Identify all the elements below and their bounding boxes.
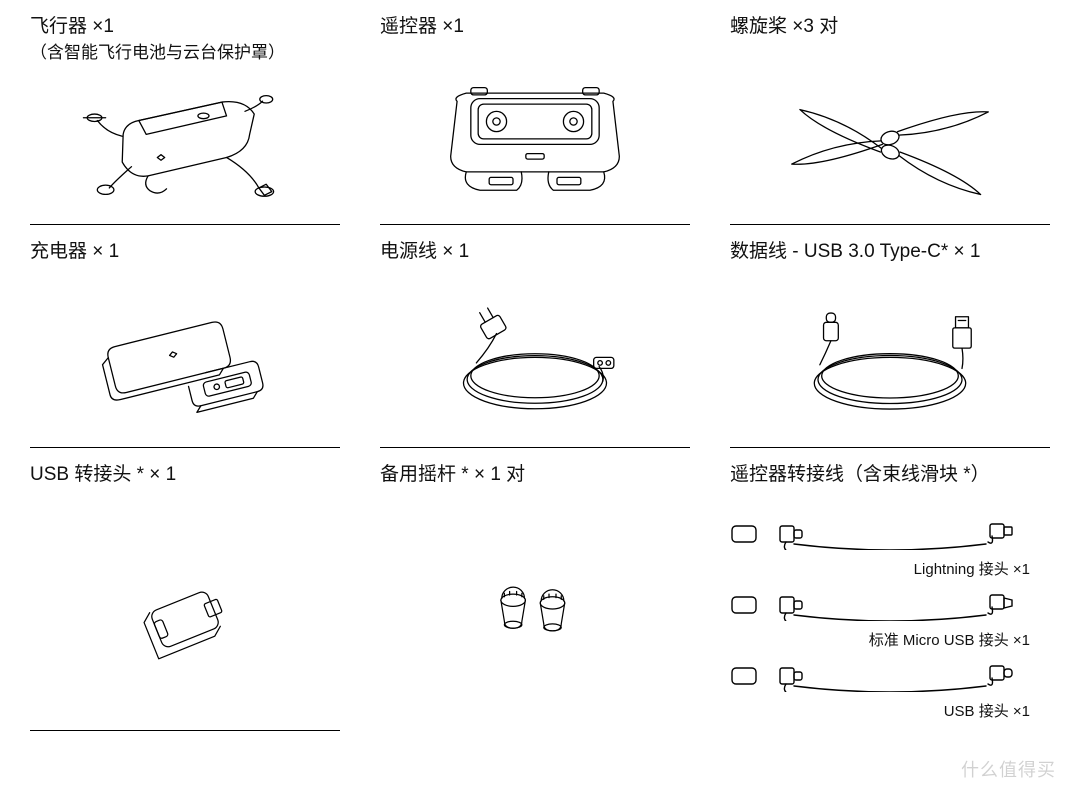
illustration-propellers xyxy=(730,62,1050,214)
illustration-adapter xyxy=(30,510,340,720)
label-powercable: 电源线 × 1 xyxy=(380,235,690,287)
label-charger: 充电器 × 1 xyxy=(30,235,340,287)
contents-grid: 飞行器 ×1 （含智能飞行电池与云台保护罩） xyxy=(30,10,1050,741)
title-sticks: 备用摇杆 * × 1 对 xyxy=(380,464,525,485)
illustration-powercable xyxy=(380,287,690,437)
illustration-controller xyxy=(380,62,690,214)
label-propellers: 螺旋桨 ×3 对 xyxy=(730,10,1050,62)
title-controller: 遥控器 ×1 xyxy=(380,16,464,37)
cell-adapter: USB 转接头 * × 1 xyxy=(30,458,340,731)
cable-label-usbc: USB 接头 ×1 xyxy=(730,700,1050,721)
illustration-usbc xyxy=(730,287,1050,437)
label-adapter: USB 转接头 * × 1 xyxy=(30,458,340,510)
title-aircraft: 飞行器 ×1 xyxy=(30,16,114,37)
label-usbc: 数据线 - USB 3.0 Type-C* × 1 xyxy=(730,235,1050,287)
cable-label-lightning: Lightning 接头 ×1 xyxy=(730,558,1050,579)
watermark: 什么值得买 xyxy=(961,756,1056,782)
cable-row-lightning xyxy=(730,516,1050,550)
cell-propellers: 螺旋桨 ×3 对 xyxy=(730,10,1050,225)
cell-aircraft: 飞行器 ×1 （含智能飞行电池与云台保护罩） xyxy=(30,10,340,225)
title-rc-cables: 遥控器转接线（含束线滑块 *） xyxy=(730,464,990,485)
cell-charger: 充电器 × 1 xyxy=(30,235,340,448)
illustration-rc-cables: Lightning 接头 ×1 标 xyxy=(730,510,1050,721)
cable-row-microusb xyxy=(730,587,1050,621)
title-usbc: 数据线 - USB 3.0 Type-C* × 1 xyxy=(730,241,980,262)
illustration-charger xyxy=(30,287,340,437)
label-aircraft: 飞行器 ×1 （含智能飞行电池与云台保护罩） xyxy=(30,10,340,64)
label-rc-cables: 遥控器转接线（含束线滑块 *） xyxy=(730,458,1050,510)
label-controller: 遥控器 ×1 xyxy=(380,10,690,62)
illustration-sticks xyxy=(380,510,690,721)
title-charger: 充电器 × 1 xyxy=(30,241,119,262)
cell-sticks: 备用摇杆 * × 1 对 xyxy=(380,458,690,731)
cable-row-usbc xyxy=(730,658,1050,692)
title-powercable: 电源线 × 1 xyxy=(380,241,469,262)
label-sticks: 备用摇杆 * × 1 对 xyxy=(380,458,690,510)
illustration-aircraft xyxy=(30,64,340,214)
title-propellers: 螺旋桨 ×3 对 xyxy=(730,16,838,37)
title-adapter: USB 转接头 * × 1 xyxy=(30,464,176,485)
cell-rc-cables: 遥控器转接线（含束线滑块 *） xyxy=(730,458,1050,731)
cell-powercable: 电源线 × 1 xyxy=(380,235,690,448)
cable-label-microusb: 标准 Micro USB 接头 ×1 xyxy=(730,629,1050,650)
cell-usbc: 数据线 - USB 3.0 Type-C* × 1 xyxy=(730,235,1050,448)
subtitle-aircraft: （含智能飞行电池与云台保护罩） xyxy=(30,41,340,65)
cell-controller: 遥控器 ×1 xyxy=(380,10,690,225)
